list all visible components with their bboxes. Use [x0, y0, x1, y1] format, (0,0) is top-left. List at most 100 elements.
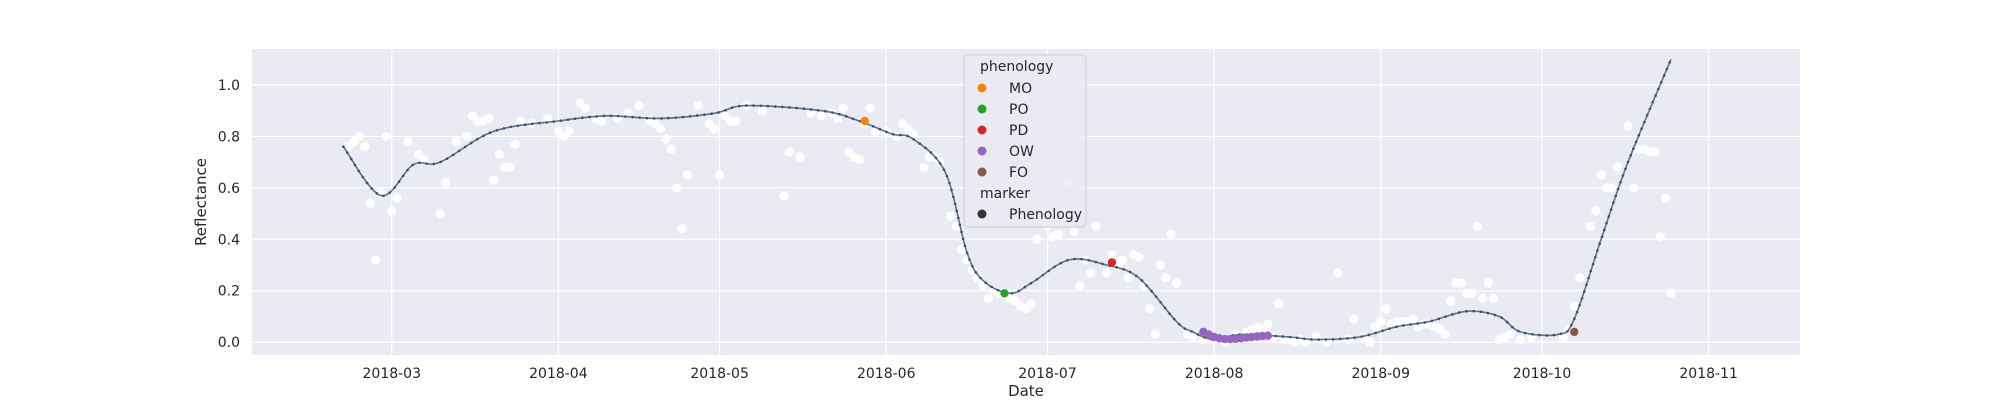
smoothed-marker [695, 114, 699, 117]
smoothed-marker [1288, 335, 1292, 339]
smoothed-marker [451, 153, 455, 157]
observation-point [806, 108, 816, 118]
smoothed-marker [958, 223, 962, 227]
observation-point [1107, 250, 1117, 260]
observation-point [1575, 273, 1585, 283]
y-tick-label: 0.0 [218, 335, 240, 351]
smoothed-marker [1023, 285, 1027, 289]
smoothed-marker [1303, 337, 1306, 341]
smoothed-marker [645, 116, 649, 120]
smoothed-marker [1140, 279, 1144, 282]
smoothed-marker [724, 108, 727, 112]
smoothed-marker [906, 134, 909, 138]
smoothed-marker [1409, 323, 1412, 326]
observation-point [1102, 268, 1112, 278]
smoothed-marker [1128, 270, 1132, 274]
observation-point [1467, 288, 1477, 298]
smoothed-marker [463, 145, 467, 149]
observation-point [494, 149, 504, 160]
observation-point [1139, 280, 1149, 291]
smoothed-marker [1029, 281, 1033, 285]
observation-point [677, 224, 687, 234]
smoothed-marker [1324, 338, 1328, 341]
legend-label-pd: PD [1009, 123, 1028, 139]
smoothed-marker [1416, 322, 1420, 325]
smoothed-marker [844, 115, 848, 118]
smoothed-marker [1172, 317, 1176, 321]
smoothed-marker [445, 157, 449, 160]
smoothed-marker [1395, 325, 1398, 329]
x-tick-label: 2018-08 [1185, 366, 1244, 382]
smoothed-marker [1122, 267, 1125, 271]
observation-point [1483, 278, 1493, 288]
smoothed-marker [1444, 315, 1447, 318]
smoothed-marker [871, 125, 875, 128]
smoothed-marker [631, 115, 634, 119]
smoothed-marker [370, 187, 373, 190]
observation-point [838, 103, 848, 113]
smoothed-marker [1367, 333, 1371, 337]
observation-point [1091, 221, 1101, 232]
smoothed-marker [1659, 80, 1663, 84]
smoothed-marker [342, 145, 345, 149]
smoothed-marker [581, 116, 584, 120]
observation-point [1655, 232, 1665, 242]
observation-point [1134, 252, 1144, 262]
smoothed-marker [1338, 337, 1342, 341]
observation-point [564, 126, 574, 136]
smoothed-marker [1145, 284, 1149, 287]
smoothed-marker [838, 112, 841, 116]
observation-point [1661, 193, 1671, 203]
smoothed-marker [1479, 310, 1483, 314]
y-tick-label: 0.6 [218, 181, 240, 197]
smoothed-marker [1437, 317, 1441, 321]
y-tick-label: 1.0 [218, 78, 240, 94]
observation-point [967, 265, 977, 275]
smoothed-marker [425, 162, 428, 165]
observation-point [1349, 314, 1359, 324]
smoothed-marker [1573, 317, 1576, 320]
y-tick-label: 0.8 [218, 129, 240, 145]
legend-marker-swatch [977, 209, 987, 219]
observation-point [833, 113, 843, 124]
observation-point [1472, 221, 1483, 232]
smoothed-marker [745, 104, 748, 107]
observation-point [489, 175, 499, 185]
observation-point [795, 152, 805, 162]
observation-point [1489, 293, 1499, 304]
observation-point [1628, 183, 1638, 193]
smoothed-marker [469, 141, 473, 145]
smoothed-marker [1183, 327, 1187, 330]
smoothed-marker [688, 115, 692, 118]
observation-point [1515, 334, 1526, 345]
smoothed-marker [1500, 316, 1503, 319]
x-tick-label: 2018-10 [1513, 366, 1572, 382]
smoothed-marker [938, 162, 942, 165]
smoothed-marker [1559, 332, 1563, 336]
smoothed-marker [934, 156, 938, 160]
smoothed-marker [1585, 283, 1588, 287]
smoothed-marker [349, 157, 353, 161]
observation-point [1333, 268, 1343, 278]
smoothed-marker [766, 104, 770, 108]
smoothed-marker [476, 137, 479, 141]
legend-swatch-pd [977, 125, 987, 135]
observation-point [440, 178, 451, 188]
smoothed-marker [924, 146, 927, 150]
smoothed-marker [1665, 67, 1669, 71]
smoothed-marker [393, 186, 397, 189]
smoothed-marker [1203, 336, 1206, 339]
observation-point [758, 106, 768, 116]
smoothed-marker [566, 118, 570, 121]
smoothed-marker [1346, 337, 1349, 340]
observation-point [779, 190, 789, 201]
smoothed-marker [616, 114, 620, 118]
smoothed-marker [912, 138, 916, 141]
axes: 2018-03 2018-04 2018-05 2018-06 2018-07 2018-… [218, 78, 1738, 382]
observation-point [655, 124, 666, 134]
smoothed-marker [957, 216, 960, 220]
smoothed-marker [1381, 329, 1384, 333]
smoothed-marker [365, 181, 369, 185]
smoothed-marker [942, 168, 946, 171]
smoothed-marker [609, 114, 613, 118]
